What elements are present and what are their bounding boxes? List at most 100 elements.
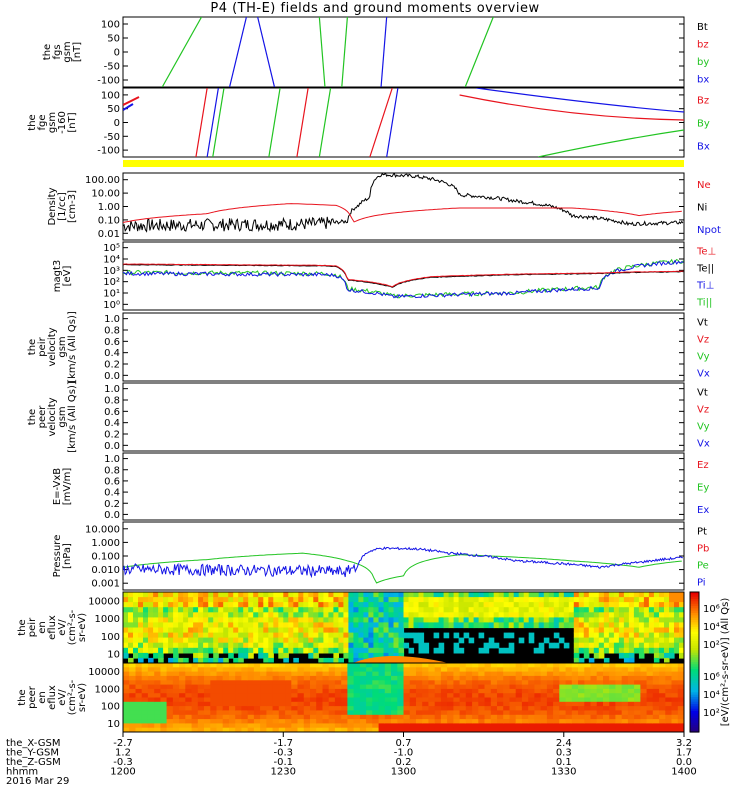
p5-legend-vx: Vx [697, 369, 710, 380]
p4-tick-label: 10³ [103, 266, 120, 277]
p1-ylabel-line: [nT] [72, 42, 83, 62]
bfield-trace [318, 88, 332, 157]
p3-ylabel-line: [1/cc] [57, 192, 68, 221]
colorbar-tick-upper: 10² [703, 640, 720, 651]
xaxis-value: 1330 [551, 767, 576, 778]
p6-tick-label: 0.6 [104, 407, 120, 418]
p8-tick-label: 0.010 [91, 565, 120, 576]
p9-tick-label: 10 [107, 650, 120, 661]
colorbar-tick-lower: 10⁶ [703, 672, 720, 683]
p1-tick-label: 50 [107, 34, 120, 45]
xaxis-value: 1200 [110, 767, 135, 778]
p5-tick-label: 0.8 [104, 326, 120, 337]
xaxis-value: 0.3 [556, 748, 572, 759]
p2-frame [122, 87, 685, 158]
p3-ylabel-line: Density [47, 187, 58, 225]
p2-ylabel-line: the [27, 114, 38, 130]
p3-tick-label: 10.00 [91, 189, 120, 200]
p8-legend-pt: Pt [697, 527, 707, 538]
p10-ylabel-line: sr-eV) [77, 683, 88, 712]
p6-tick-label: 1.0 [104, 384, 120, 395]
p10-tick-label: 1000 [95, 684, 120, 695]
p5-ylabel-line: peir [37, 336, 48, 356]
xaxis-row-label: the_Z-GSM [6, 757, 61, 768]
xaxis-row-label: hhmm [6, 767, 38, 778]
by-trace [538, 129, 684, 157]
p2-tick-label: -100 [97, 146, 120, 157]
xaxis-value: -0.1 [274, 757, 294, 768]
bfield-trace [257, 17, 276, 87]
bfield-trace [206, 88, 219, 157]
p9-ylabel-line: (cm²-s- [67, 609, 78, 645]
p6-legend-vt: Vt [697, 388, 708, 399]
p1-tick-label: -100 [97, 76, 120, 87]
xaxis-value: 2.4 [556, 738, 572, 749]
xaxis-value: 3.2 [676, 738, 692, 749]
p2-tick-label: 100 [101, 90, 120, 101]
p7-tick-label: 1.0 [104, 454, 120, 465]
p3-tick-label: 0.01 [98, 229, 120, 240]
p10-ylabel-line: eflux [47, 685, 58, 710]
xaxis-value: -1.0 [394, 748, 414, 759]
p9-ylabel: the peir en eflux eV/(cm²-s-sr-eV) [17, 609, 88, 645]
p9-tick-label: 10000 [88, 596, 120, 607]
p10-ylabel-line: eV/ [57, 689, 68, 706]
p8-tick-label: 1.000 [91, 538, 120, 549]
p6-tick-label: 0.2 [104, 430, 120, 441]
p3-legend-npot: Npot [697, 225, 721, 236]
p4-ylabel-line: [eV] [62, 266, 73, 287]
bfield-trace [369, 88, 393, 157]
p6-ylabel-line: peer [37, 405, 48, 429]
p1-traces [161, 17, 494, 87]
p10-ylabel-line: en [37, 691, 48, 704]
ti-perp-trace [123, 259, 684, 299]
p10-ylabel: the peer en eflux eV/(cm²-s-sr-eV) [17, 679, 88, 715]
p4-tick-label: 10⁵ [103, 243, 120, 254]
p3-ylabel: Density [1/cc] [cm-3] [47, 187, 78, 225]
p8-ylabel-line: [nPa] [62, 543, 73, 569]
p2-legend-bz: Bz [697, 96, 709, 107]
p3-tick-label: 1.00 [98, 202, 120, 213]
p9-ylabel-line: en [37, 621, 48, 634]
colorbar-label: [eV/(cm²-s-sr-eV)] (All Qs) [720, 598, 731, 727]
p6-tick-label: 0.8 [104, 396, 120, 407]
p8-tick-label: 0.001 [91, 579, 120, 590]
p7-tick-label: 0.8 [104, 465, 120, 476]
p1-ylabel-line: gsm [62, 41, 73, 62]
p10-ylabel-line: the [17, 689, 28, 705]
p8-tick-label: 10.000 [85, 524, 120, 535]
p1-ylabel-line: the [42, 44, 53, 60]
xaxis-value: -0.3 [113, 757, 133, 768]
p1-legend-bz: bz [697, 39, 709, 50]
p5-ylabel-line: velocity [47, 327, 58, 366]
xaxis-value: 0.2 [396, 757, 412, 768]
xaxis-value: -0.3 [274, 748, 294, 759]
p9-spectrogram [123, 592, 684, 663]
p7-ylabel: E=-VxB [mV/m] [52, 468, 73, 506]
p3-frame [122, 172, 685, 241]
bfield-trace [296, 88, 309, 157]
p5-legend-vt: Vt [697, 318, 708, 329]
p3-legend-ni: Ni [697, 203, 707, 214]
bfield-trace [464, 17, 494, 87]
p10-ylabel-line: (cm²-s- [67, 679, 78, 715]
xaxis-value: 1400 [671, 767, 696, 778]
p1-ylabel: the fgs gsm [nT] [42, 41, 83, 62]
p8-ylabel-line: Pressure [52, 535, 63, 578]
p5-tick-label: 1.0 [104, 314, 120, 325]
p5-tick-label: 0.4 [104, 348, 120, 359]
p4-legend-ti||: Ti|| [696, 298, 712, 309]
bfield-trace [318, 17, 326, 87]
p3-tick-label: 100.00 [85, 175, 120, 186]
p4-ylabel-line: magt3 [52, 260, 63, 293]
p6-ylabel-line: the [27, 409, 38, 425]
p2-ylabel-line: -160 [57, 111, 68, 134]
bz-trace [459, 94, 684, 121]
p4-tick-label: 10¹ [103, 289, 120, 300]
bfield-trace [212, 88, 225, 157]
p7-frame [122, 452, 685, 521]
p6-frame [122, 382, 685, 452]
p10-tick-label: 100 [101, 702, 120, 713]
p4-legend-te⊥: Te⊥ [696, 247, 716, 258]
p5-legend-vy: Vy [697, 352, 710, 363]
